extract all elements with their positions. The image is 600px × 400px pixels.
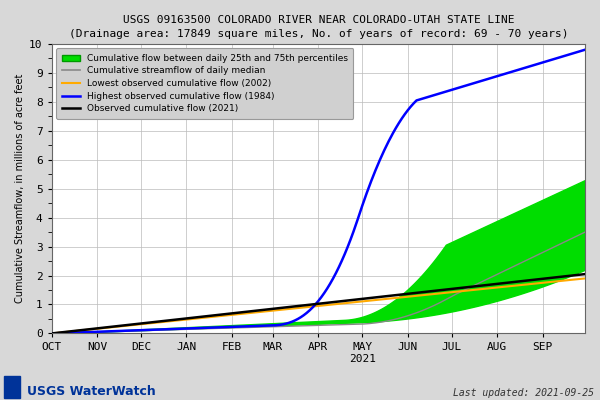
Text: USGS WaterWatch: USGS WaterWatch (27, 385, 156, 398)
Legend: Cumulative flow between daily 25th and 75th percentiles, Cumulative streamflow o: Cumulative flow between daily 25th and 7… (56, 48, 353, 119)
Title: USGS 09163500 COLORADO RIVER NEAR COLORADO-UTAH STATE LINE
(Drainage area: 17849: USGS 09163500 COLORADO RIVER NEAR COLORA… (68, 15, 568, 39)
Text: 2021: 2021 (349, 354, 376, 364)
Y-axis label: Cumulative Streamflow, in millions of acre feet: Cumulative Streamflow, in millions of ac… (15, 74, 25, 303)
Text: Z: Z (6, 378, 18, 396)
Text: Last updated: 2021-09-25: Last updated: 2021-09-25 (453, 388, 594, 398)
